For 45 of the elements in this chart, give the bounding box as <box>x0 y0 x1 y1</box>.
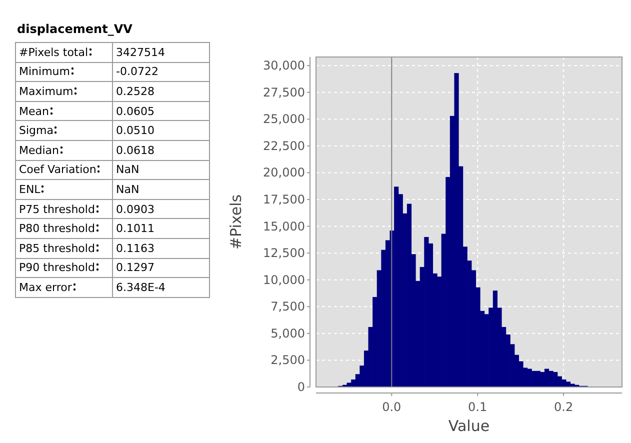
text: 0.1163 <box>116 242 154 255</box>
category-label: Coef Variation <box>16 160 112 180</box>
category-label: #Pixels total <box>16 42 112 62</box>
x-axis-title: Value <box>448 417 490 435</box>
category-label: Max error <box>16 278 112 298</box>
y-tick-label: 0 <box>297 380 305 394</box>
y-tick-label: 5,000 <box>270 326 305 340</box>
text: 6.348E-4 <box>116 280 166 294</box>
y-tick-label: 10,000 <box>263 272 305 287</box>
y-tick-label: 27,500 <box>263 85 305 100</box>
category-label: Minimum <box>16 62 112 82</box>
category-label: Mean <box>16 101 112 121</box>
y-tick-label: 17,500 <box>263 192 305 206</box>
category-label: ENL <box>16 180 112 200</box>
x-tick-label: 0.0 <box>382 400 402 414</box>
text: NaN <box>116 182 140 196</box>
category-label: P80 threshold <box>16 218 112 238</box>
y-tick-label: 25,000 <box>263 112 305 126</box>
x-tick-label: 0.1 <box>468 400 488 414</box>
category-label: Median <box>16 140 112 160</box>
text: 0.0510 <box>116 124 154 138</box>
text: NaN <box>116 163 140 176</box>
text: -0.0722 <box>116 65 158 78</box>
category-label: Maximum <box>16 82 112 102</box>
y-tick-label: 2,500 <box>270 353 305 368</box>
y-tick-label: 20,000 <box>263 166 305 180</box>
text: 0.1011 <box>116 222 154 236</box>
text: 0.0618 <box>116 144 154 157</box>
text: 0.0605 <box>116 104 154 118</box>
category-label: Sigma <box>16 120 112 140</box>
category-label: P75 threshold <box>16 199 112 219</box>
y-tick-label: 12,500 <box>263 246 305 260</box>
y-axis-title: #Pixels <box>227 194 245 250</box>
y-tick-label: 15,000 <box>263 219 305 234</box>
y-tick-label: 30,000 <box>263 58 305 73</box>
y-tick-label: 22,500 <box>263 138 305 153</box>
text: 0.0903 <box>116 202 154 216</box>
x-tick-label: 0.2 <box>554 400 574 414</box>
text: 3427514 <box>116 46 165 59</box>
text: 0.2528 <box>116 84 154 98</box>
category-label: P85 threshold <box>16 238 112 258</box>
text: 0.1297 <box>116 261 154 274</box>
y-tick-label: 7,500 <box>270 300 305 314</box>
text: displacement_VV <box>17 22 134 36</box>
category-label: P90 threshold <box>16 258 112 278</box>
